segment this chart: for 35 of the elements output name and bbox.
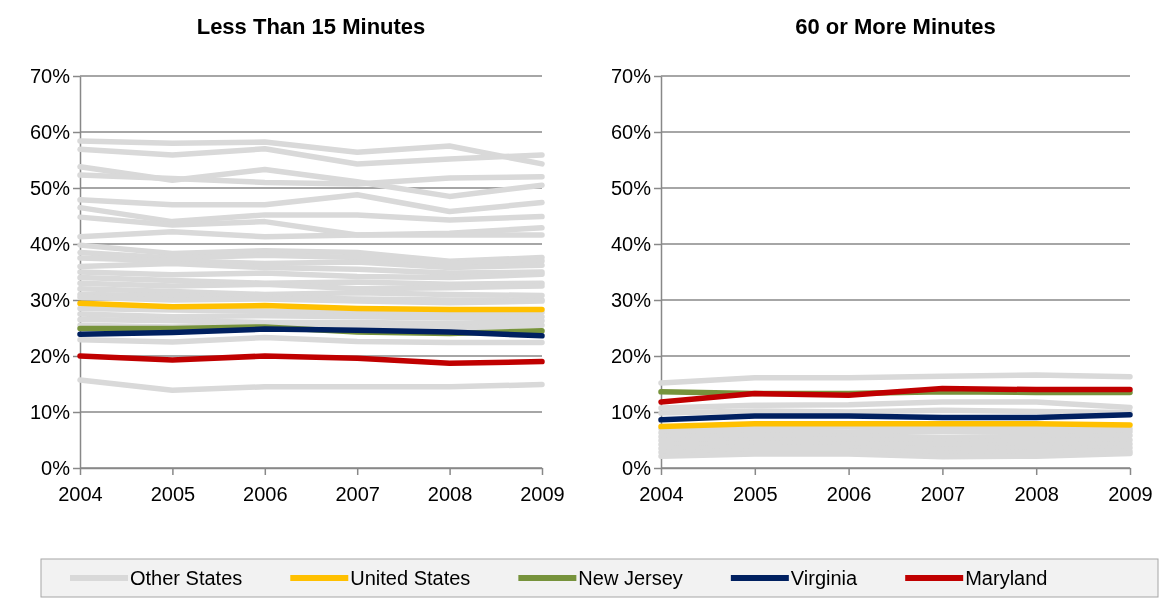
y-tick-label: 20% [610,344,652,367]
y-tick-label: 20% [29,344,71,367]
legend-label: Maryland [965,567,1048,589]
x-tick-label: 2009 [520,483,565,506]
x-tick-label: 2006 [243,483,288,506]
y-tick-label: 40% [29,232,71,255]
y-tick-label: 30% [29,288,71,311]
y-tick-label: 0% [622,456,652,479]
legend-label: New Jersey [578,567,683,589]
chart-title: 60 or More Minutes [795,14,996,39]
x-tick-label: 2008 [1014,483,1059,506]
x-tick-label: 2007 [335,483,380,506]
x-tick-label: 2005 [150,483,196,506]
y-tick-label: 40% [610,232,652,255]
x-tick-label: 2005 [733,483,778,506]
legend-label: Virginia [790,567,859,589]
legend-label: United States [350,567,471,589]
y-tick-label: 50% [610,176,652,199]
x-tick-label: 2008 [427,483,473,506]
y-tick-label: 60% [29,120,71,143]
y-tick-label: 30% [610,288,652,311]
y-tick-label: 10% [610,400,652,423]
y-tick-label: 50% [29,176,71,199]
x-tick-label: 2009 [1108,483,1153,506]
y-tick-label: 10% [29,400,71,423]
x-tick-label: 2004 [639,483,684,506]
x-tick-label: 2006 [826,483,872,506]
x-tick-label: 2007 [920,483,966,506]
x-tick-label: 2004 [58,483,103,506]
y-tick-label: 70% [610,64,652,87]
y-tick-label: 0% [41,456,71,479]
y-tick-label: 70% [29,64,71,87]
y-tick-label: 60% [610,120,652,143]
legend-label: Other States [130,567,243,589]
chart-title: Less Than 15 Minutes [196,14,426,39]
